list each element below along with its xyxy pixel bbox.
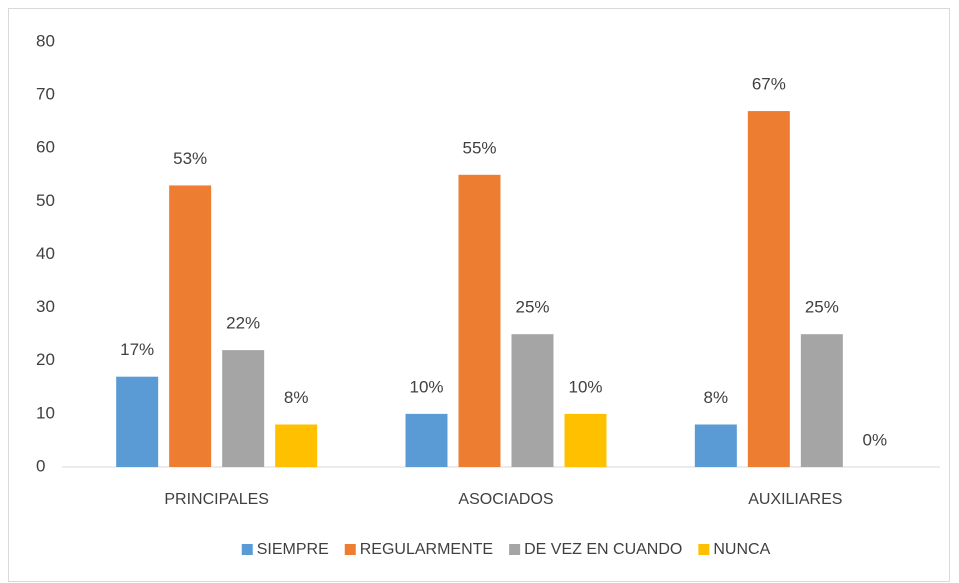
y-tick-label: 30 xyxy=(36,297,55,316)
legend-swatch xyxy=(698,544,710,555)
data-label: 25% xyxy=(805,298,839,317)
y-tick-label: 60 xyxy=(36,138,55,157)
data-label: 17% xyxy=(120,340,154,359)
data-label: 55% xyxy=(462,138,496,157)
legend-label: SIEMPRE xyxy=(257,541,329,558)
legend-label: REGULARMENTE xyxy=(360,541,493,558)
x-tick-label: ASOCIADOS xyxy=(458,491,553,508)
data-label: 8% xyxy=(284,388,309,407)
y-tick-label: 80 xyxy=(36,31,55,50)
y-tick-label: 0 xyxy=(36,456,45,475)
bar xyxy=(564,413,607,467)
y-tick-label: 70 xyxy=(36,85,55,104)
bar xyxy=(747,111,790,467)
bar xyxy=(694,424,737,467)
bar xyxy=(116,376,159,467)
bar xyxy=(405,413,448,467)
y-tick-label: 10 xyxy=(36,403,55,422)
legend-label: DE VEZ EN CUANDO xyxy=(524,541,682,558)
data-label: 10% xyxy=(409,377,443,396)
bar xyxy=(169,185,212,467)
y-tick-label: 20 xyxy=(36,350,55,369)
x-tick-label: PRINCIPALES xyxy=(164,491,269,508)
data-label: 25% xyxy=(515,298,549,317)
data-label: 0% xyxy=(863,430,888,449)
legend-swatch xyxy=(509,544,521,555)
legend-swatch xyxy=(344,544,356,555)
data-label: 8% xyxy=(704,388,729,407)
bar xyxy=(222,350,265,467)
data-label: 53% xyxy=(173,149,207,168)
bar xyxy=(458,174,501,467)
bar xyxy=(275,424,318,467)
data-label: 67% xyxy=(752,75,786,94)
legend-label: NUNCA xyxy=(713,541,770,558)
bar xyxy=(800,334,843,467)
legend-swatch xyxy=(241,544,253,555)
y-tick-label: 40 xyxy=(36,244,55,263)
data-label: 22% xyxy=(226,314,260,333)
y-tick-label: 50 xyxy=(36,191,55,210)
data-label: 10% xyxy=(568,377,602,396)
x-tick-label: AUXILIARES xyxy=(748,491,842,508)
bar xyxy=(511,334,554,467)
